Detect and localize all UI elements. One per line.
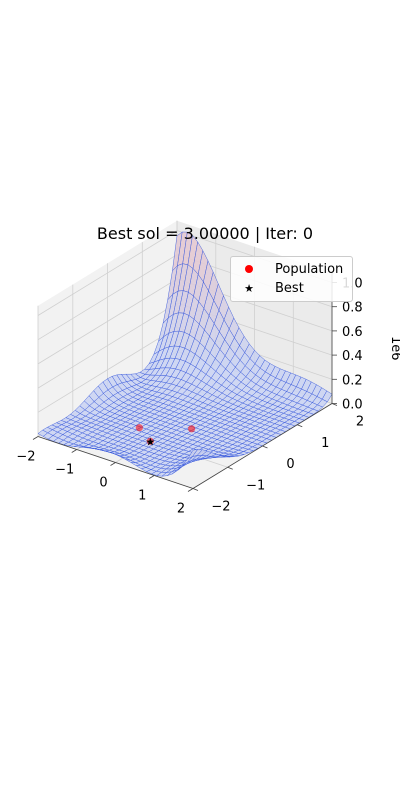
z-tick-label: 0.2 [342, 373, 363, 388]
y-tick [192, 488, 199, 491]
x-tick [71, 449, 77, 453]
x-tick-label: −1 [55, 463, 74, 478]
z-tick-label: 0.0 [342, 398, 363, 413]
y-tick-label: 0 [286, 457, 294, 472]
x-tick-label: 1 [138, 489, 146, 504]
population-points: ★ [135, 424, 196, 448]
x-tick [187, 488, 194, 492]
population-point [135, 424, 143, 432]
y-tick [227, 466, 233, 470]
population-point [188, 425, 196, 433]
surface-mesh [37, 231, 333, 477]
best-star: ★ [145, 435, 155, 448]
z-tick-label: 0.4 [342, 349, 363, 364]
legend-entry-population: Population [239, 260, 343, 278]
z-tick-label: 0.8 [342, 301, 363, 316]
x-tick [110, 462, 116, 466]
x-tick [32, 436, 39, 440]
y-tick-label: 1 [321, 436, 329, 451]
circle-marker-icon [245, 264, 253, 273]
population-point [146, 437, 154, 445]
surface-face [187, 448, 199, 460]
x-tick-label: 0 [99, 476, 107, 491]
x-tick-label: 2 [177, 502, 185, 517]
chart-title: Best sol = 3.00000 | Iter: 0 [96, 224, 314, 243]
legend: Population ★ Best [230, 256, 353, 302]
y-tick-label: 2 [356, 415, 364, 430]
x-tick [149, 475, 155, 479]
star-marker-icon: ★ [244, 281, 254, 295]
z-tick-label: 0.6 [342, 325, 363, 340]
y-tick [297, 424, 303, 428]
z-offset-label: 1e6 [388, 336, 400, 361]
x-tick-label: −2 [16, 450, 35, 465]
y-tick-label: −2 [211, 500, 230, 515]
y-tick [262, 445, 268, 449]
legend-entry-best: ★ Best [244, 280, 304, 296]
y-tick-label: −1 [246, 478, 265, 493]
